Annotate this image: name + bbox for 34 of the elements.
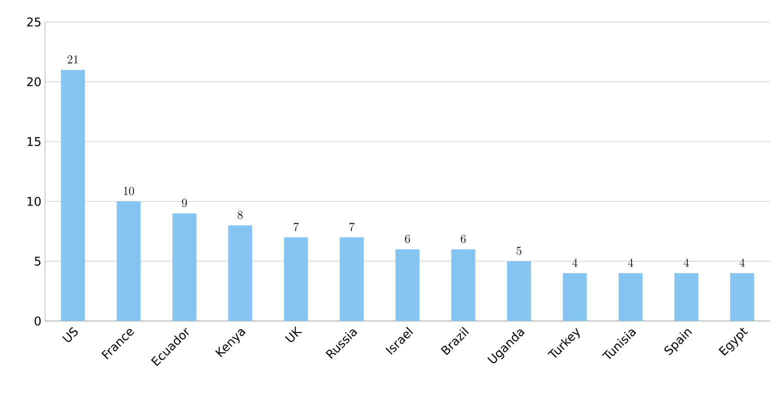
- x-tick-label: UK: [284, 326, 302, 342]
- bar: [60, 70, 85, 321]
- data-label: 4: [572, 258, 578, 267]
- y-tick-label: 10: [28, 196, 41, 206]
- data-label: 6: [405, 234, 410, 243]
- y-tick-label: 25: [27, 17, 40, 27]
- data-label: 5: [516, 246, 522, 255]
- bar: [340, 237, 364, 321]
- bar: [396, 249, 420, 321]
- data-label: 10: [124, 186, 134, 196]
- bar: [228, 225, 252, 321]
- data-label: 7: [349, 222, 354, 232]
- data-label: 4: [684, 258, 689, 267]
- data-label: 8: [238, 210, 243, 220]
- data-label: 4: [740, 258, 745, 267]
- bar: [562, 273, 587, 321]
- bar: [674, 273, 698, 321]
- y-tick-label: 0: [34, 316, 41, 326]
- bar: [618, 273, 643, 321]
- data-label: 6: [460, 234, 466, 243]
- data-label: 4: [628, 258, 634, 267]
- data-label: 21: [68, 55, 78, 64]
- bar: [116, 201, 141, 321]
- y-tick-label: 5: [34, 256, 40, 266]
- data-label: 7: [294, 222, 299, 232]
- bar: [730, 273, 754, 321]
- bar: [172, 213, 196, 321]
- data-label: 9: [182, 198, 187, 208]
- x-tick-label: US: [62, 327, 78, 342]
- bar: [507, 261, 532, 321]
- y-tick-label: 15: [28, 137, 40, 146]
- bar: [284, 237, 308, 321]
- y-tick-label: 20: [27, 77, 41, 86]
- bar: [451, 249, 476, 321]
